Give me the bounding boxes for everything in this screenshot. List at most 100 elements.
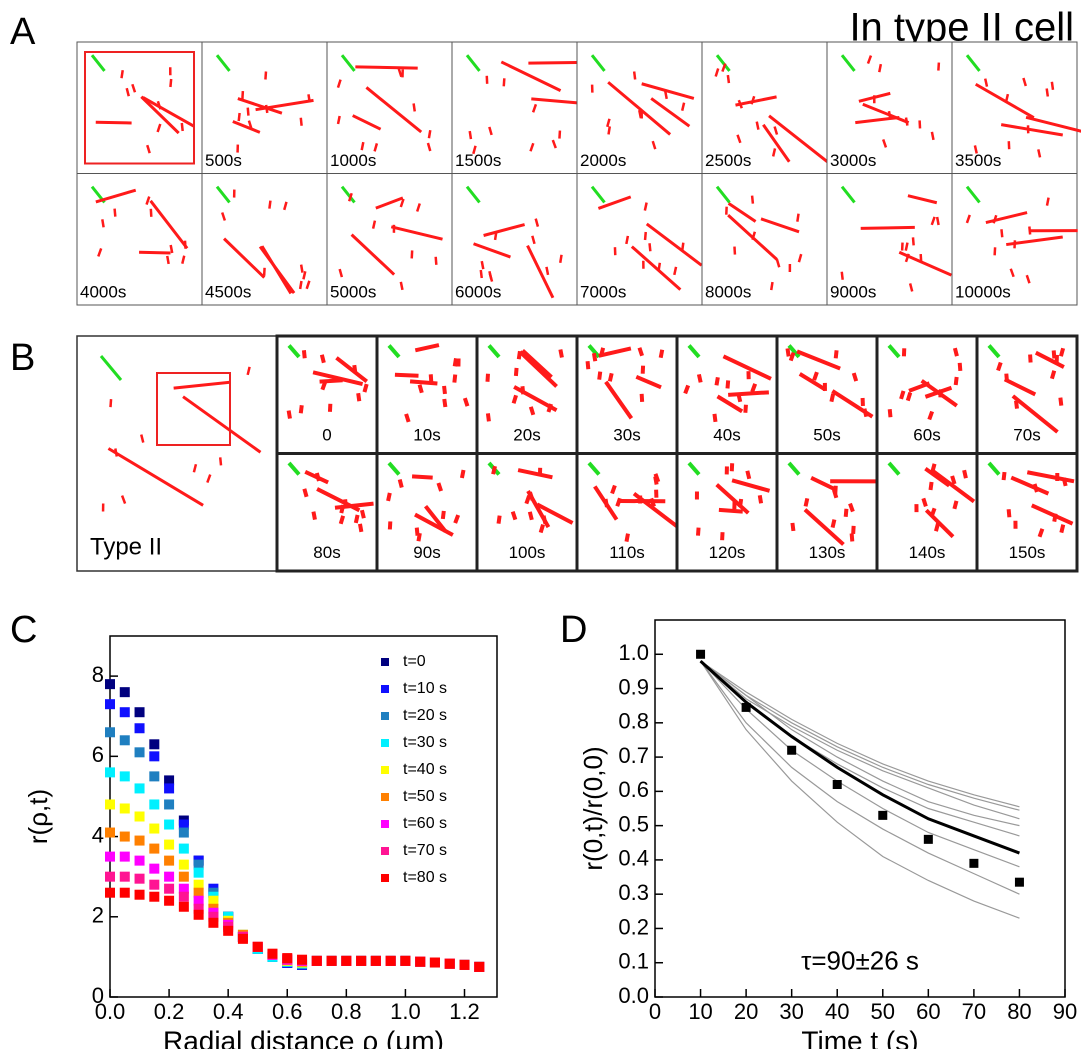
filament xyxy=(798,372,827,392)
time-label: 10000s xyxy=(955,282,1011,301)
cluster xyxy=(491,465,497,475)
cluster xyxy=(651,140,657,150)
marker xyxy=(267,948,278,959)
marker xyxy=(311,955,322,966)
line xyxy=(700,660,1020,837)
time-label: 1000s xyxy=(330,151,376,170)
filament xyxy=(687,461,701,476)
cluster xyxy=(934,522,941,532)
cluster xyxy=(849,533,855,542)
cluster xyxy=(1050,81,1055,91)
filament xyxy=(260,245,293,295)
cluster xyxy=(541,515,548,525)
filament xyxy=(95,120,132,125)
cluster xyxy=(404,413,411,423)
cluster xyxy=(610,484,617,495)
marker xyxy=(119,687,130,698)
cluster xyxy=(546,403,554,413)
x-tick-label: 80 xyxy=(1007,999,1031,1024)
panel-label: A xyxy=(10,11,36,53)
cluster xyxy=(775,258,781,268)
cluster xyxy=(840,271,844,280)
marker xyxy=(119,707,130,718)
cluster xyxy=(302,488,309,498)
legend-label: t=50 s xyxy=(403,788,447,805)
cluster xyxy=(953,376,959,386)
marker xyxy=(149,799,160,810)
filament xyxy=(173,380,231,390)
line xyxy=(700,660,1020,919)
filament xyxy=(907,194,938,205)
cluster xyxy=(673,266,678,276)
filament xyxy=(1010,475,1050,496)
y-tick-label: 0 xyxy=(92,983,104,1008)
filament xyxy=(887,461,901,476)
filament xyxy=(139,250,171,255)
filament xyxy=(641,82,695,100)
cluster xyxy=(434,256,438,265)
filament xyxy=(727,202,757,223)
cluster xyxy=(131,83,137,93)
overview xyxy=(76,335,278,572)
snapshot xyxy=(375,452,479,573)
x-tick-label: 20 xyxy=(734,999,758,1024)
cluster xyxy=(714,68,720,77)
cluster xyxy=(649,497,656,508)
legend-marker xyxy=(381,793,389,801)
time-label: 40s xyxy=(713,425,740,444)
cluster xyxy=(338,515,346,525)
y-tick-label: 0.0 xyxy=(618,983,649,1008)
marker xyxy=(134,783,145,794)
marker xyxy=(105,679,115,690)
marker xyxy=(969,858,979,868)
cluster xyxy=(927,410,935,421)
marker xyxy=(164,819,175,830)
x-tick-label: 30 xyxy=(779,999,803,1024)
cluster xyxy=(1045,197,1050,206)
legend-marker xyxy=(381,712,389,720)
time-label: 8000s xyxy=(705,282,751,301)
cluster xyxy=(750,383,758,393)
cluster xyxy=(181,255,186,264)
legend-label: t=70 s xyxy=(403,842,447,859)
x-tick-label: 70 xyxy=(962,999,986,1024)
cluster xyxy=(493,231,498,241)
cluster xyxy=(904,117,909,126)
filament xyxy=(1026,470,1075,484)
cluster xyxy=(356,392,362,402)
marker xyxy=(105,827,115,838)
cluster xyxy=(528,406,536,416)
line xyxy=(700,660,1020,868)
time-label: 7000s xyxy=(580,282,626,301)
filament xyxy=(517,468,553,480)
cluster xyxy=(911,237,915,246)
cluster xyxy=(653,473,661,483)
filament xyxy=(375,196,404,210)
marker xyxy=(149,751,160,762)
cluster xyxy=(938,389,943,398)
marker xyxy=(193,895,204,906)
cluster xyxy=(738,498,744,508)
filament xyxy=(1000,123,1064,137)
marker xyxy=(208,911,219,922)
cluster xyxy=(930,131,935,141)
filament xyxy=(414,343,440,353)
time-label: 130s xyxy=(809,543,846,562)
y-tick-label: 0.9 xyxy=(618,674,649,699)
snapshot xyxy=(975,452,1079,573)
cluster xyxy=(696,373,703,383)
cluster xyxy=(862,408,869,418)
cluster xyxy=(462,397,470,407)
filament xyxy=(465,185,481,204)
filament xyxy=(840,185,856,204)
filament xyxy=(521,349,553,379)
filament xyxy=(731,478,771,493)
cluster xyxy=(218,457,223,466)
cluster xyxy=(905,392,913,402)
filament xyxy=(728,390,770,397)
marker xyxy=(149,739,160,750)
cluster xyxy=(1058,347,1066,357)
marker xyxy=(105,887,115,898)
marker xyxy=(149,879,160,890)
